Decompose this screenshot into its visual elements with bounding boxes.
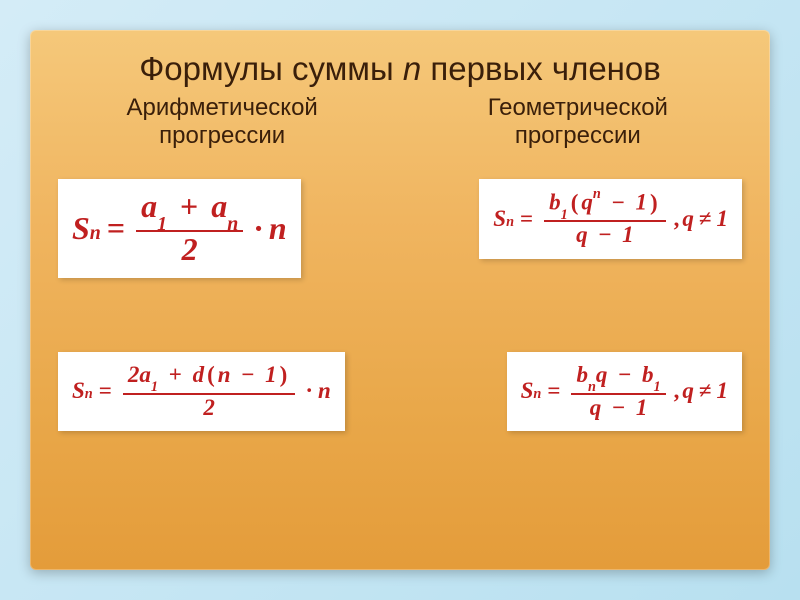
slide-title: Формулы суммы n первых членов: [58, 50, 742, 88]
g2-minus: −: [618, 362, 631, 387]
geom-heading-line2: прогрессии: [515, 122, 641, 149]
arith-heading-line2: прогрессии: [159, 122, 285, 149]
slide-frame: Формулы суммы n первых членов Арифметиче…: [30, 30, 770, 570]
arith-formula-1: Sn = a1 + an 2 · n: [72, 189, 287, 268]
g2-denone: 1: [636, 395, 648, 420]
geom-formula-2-box: Sn = bnq − b1 q − 1: [507, 352, 742, 431]
g2-b1sub: 1: [654, 379, 661, 395]
geom-formula-1: Sn = b1(qn − 1) q − 1: [493, 189, 728, 248]
a2-one: 1: [265, 362, 277, 387]
arith-formula-2: Sn = 2a1 + d(n − 1) 2 · n: [72, 362, 331, 421]
g1-num: b1(qn − 1): [544, 189, 666, 220]
a1-n: n: [269, 210, 287, 247]
a2-lp: (: [207, 362, 215, 387]
g1-b1: 1: [561, 207, 568, 223]
a1-a: a: [141, 188, 157, 224]
g1-rp: ): [650, 190, 658, 215]
g2-q: q: [596, 362, 608, 387]
a1-S: S: [72, 210, 90, 247]
g2-condq: q: [682, 378, 694, 404]
arith-formula-1-box: Sn = a1 + an 2 · n: [58, 179, 301, 278]
a2-Sn: n: [85, 386, 93, 403]
arith-formula-2-wrap: Sn = 2a1 + d(n − 1) 2 · n: [58, 342, 345, 467]
g1-condq: q: [682, 206, 694, 232]
g2-den: q − 1: [585, 395, 653, 421]
a2-a1: 1: [151, 379, 158, 395]
a1-eq: =: [107, 210, 125, 247]
g2-frac: bnq − b1 q − 1: [571, 362, 665, 421]
g2-num: bnq − b1: [571, 362, 665, 393]
a2-a: a: [139, 362, 151, 387]
a2-den: 2: [198, 395, 220, 421]
g2-eq: =: [547, 378, 560, 404]
a1-num: a1 + an: [136, 189, 243, 230]
a1-an-sub: n: [227, 213, 238, 235]
a2-two: 2: [128, 362, 140, 387]
g1-den: q − 1: [571, 222, 639, 248]
g2-denq: q: [590, 395, 602, 420]
a1-a1: 1: [157, 213, 167, 235]
g2-denminus: −: [612, 395, 625, 420]
left-column-heading: Арифметической прогрессии: [58, 94, 386, 169]
g1-denq: q: [576, 222, 588, 247]
a1-plus: +: [180, 188, 198, 224]
g2-ne: ≠: [699, 378, 712, 404]
g2-bn: b: [576, 362, 588, 387]
a1-an: a: [211, 188, 227, 224]
title-prefix: Формулы суммы: [139, 50, 403, 87]
a2-minus: −: [241, 362, 254, 387]
a1-Sn: n: [90, 222, 101, 245]
arith-formula-2-box: Sn = 2a1 + d(n − 1) 2 · n: [58, 352, 345, 431]
g2-b1: b: [642, 362, 654, 387]
arith-formula-1-wrap: Sn = a1 + an 2 · n: [58, 169, 301, 314]
g1-minus: −: [612, 190, 625, 215]
a2-dot: ·: [305, 378, 313, 404]
g2-bnsub: n: [588, 379, 596, 395]
g1-frac: b1(qn − 1) q − 1: [544, 189, 666, 248]
arithmetic-heading: Арифметической прогрессии: [58, 94, 386, 149]
formula-row-2: Sn = 2a1 + d(n − 1) 2 · n: [58, 342, 742, 467]
g1-b: b: [549, 190, 561, 215]
a2-S: S: [72, 378, 85, 404]
g1-q: q: [581, 190, 593, 215]
g1-ne: ≠: [699, 206, 712, 232]
geom-formula-2: Sn = bnq − b1 q − 1: [521, 362, 728, 421]
a2-tailn: n: [318, 378, 331, 404]
title-suffix: первых членов: [421, 50, 661, 87]
g1-lp: (: [571, 190, 579, 215]
title-italic-n: n: [403, 50, 421, 87]
g2-S: S: [521, 378, 534, 404]
a2-frac: 2a1 + d(n − 1) 2: [123, 362, 295, 421]
g1-qn: n: [593, 186, 601, 202]
a2-d: d: [193, 362, 205, 387]
g1-Sn: n: [506, 214, 514, 231]
a2-eq: =: [99, 378, 112, 404]
geom-heading-line1: Геометрической: [488, 94, 668, 121]
a2-n: n: [218, 362, 231, 387]
subheading-row: Арифметической прогрессии Геометрической…: [58, 94, 742, 169]
arith-heading-line1: Арифметической: [126, 94, 317, 121]
a2-plus: +: [169, 362, 182, 387]
geom-formula-2-wrap: Sn = bnq − b1 q − 1: [507, 342, 742, 467]
g1-S: S: [493, 206, 506, 232]
g1-one: 1: [635, 190, 647, 215]
g1-eq: =: [520, 206, 533, 232]
geom-formula-1-box: Sn = b1(qn − 1) q − 1: [479, 179, 742, 258]
g1-denone: 1: [622, 222, 634, 247]
a2-num: 2a1 + d(n − 1): [123, 362, 295, 393]
g1-condone: 1: [717, 206, 729, 232]
a1-dot: ·: [253, 210, 264, 247]
a2-rp: ): [280, 362, 288, 387]
formula-row-1: Sn = a1 + an 2 · n: [58, 169, 742, 314]
right-column-heading: Геометрической прогрессии: [414, 94, 742, 169]
geom-formula-1-wrap: Sn = b1(qn − 1) q − 1: [479, 169, 742, 294]
g2-comma: ,: [674, 378, 680, 404]
a1-frac: a1 + an 2: [136, 189, 243, 268]
g2-Sn: n: [533, 386, 541, 403]
g1-denminus: −: [598, 222, 611, 247]
geometric-heading: Геометрической прогрессии: [414, 94, 742, 149]
g1-comma: ,: [674, 206, 680, 232]
a1-den: 2: [177, 232, 203, 268]
g2-condone: 1: [717, 378, 729, 404]
